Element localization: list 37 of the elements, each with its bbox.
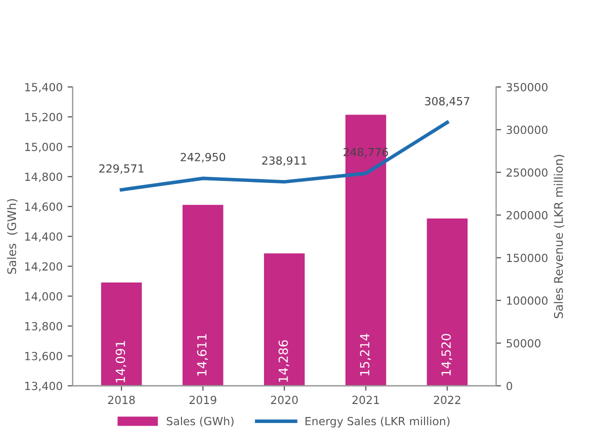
x-tick-label: 2018 [108, 396, 135, 404]
y-tick-label: 13,800 [25, 322, 62, 332]
data-label: 14,286 [278, 340, 290, 382]
y2-tick-label: 350000 [506, 82, 548, 92]
y2-tick-label: 0 [506, 382, 512, 390]
y-tick-label: 14,400 [25, 232, 62, 242]
data-label: 229,571 [99, 164, 144, 174]
y-tick-label: 14,600 [25, 202, 62, 212]
data-label: 238,911 [262, 156, 306, 166]
legend-label: Energy Sales (LKR million) [306, 416, 450, 428]
data-label: 242,950 [180, 152, 226, 162]
y2-tick-label: 250000 [506, 168, 548, 177]
data-label: 14,611 [197, 334, 208, 376]
x-tick-label: 2021 [352, 396, 379, 404]
y-axis-title: Sales (GWh) [7, 199, 18, 274]
x-tick-label: 2022 [434, 396, 460, 404]
y-tick-label: 15,400 [25, 82, 62, 92]
y-tick-label: 14,800 [25, 172, 62, 182]
y-tick-label: 14,000 [25, 292, 62, 302]
x-tick-label: 2020 [271, 396, 298, 404]
legend-label: Sales (GWh) [166, 416, 234, 427]
y-tick-label: 15,000 [25, 142, 62, 152]
data-label: 15,214 [360, 334, 371, 376]
data-label: 14,520 [441, 334, 452, 376]
y2-tick-label: 150000 [507, 254, 548, 262]
y-tick-label: 14,200 [25, 262, 62, 272]
y-tick-label: 15,200 [25, 112, 62, 122]
y2-tick-label: 50000 [506, 339, 540, 348]
y-tick-label: 13,600 [25, 352, 62, 362]
y-tick-label: 13,400 [25, 382, 62, 392]
y2-axis-title: Sales Revenue (LKR million) [554, 154, 564, 318]
y2-tick-label: 300000 [506, 126, 548, 134]
data-label: 14,091 [116, 341, 126, 382]
x-tick-label: 2019 [190, 396, 216, 404]
y2-tick-label: 200000 [506, 211, 548, 220]
data-label: 308,457 [425, 96, 470, 106]
y2-tick-label: 100000 [507, 296, 548, 305]
